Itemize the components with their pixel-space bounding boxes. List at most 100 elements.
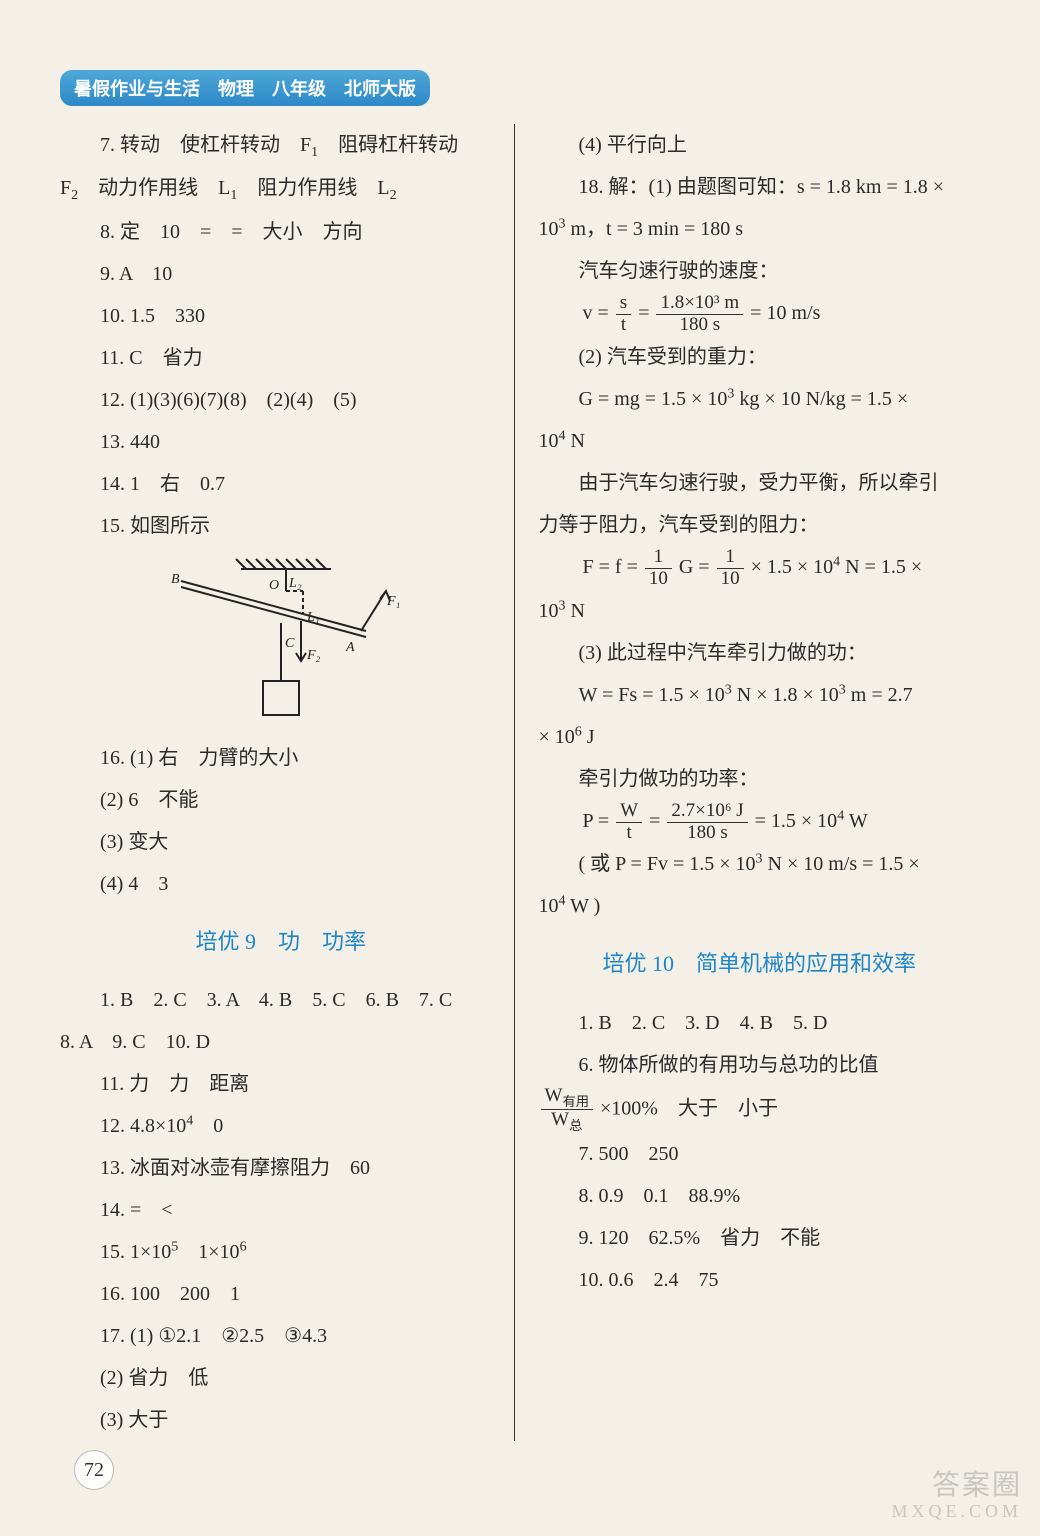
frac: 110 <box>717 547 744 590</box>
text: m，t = 3 min = 180 s <box>566 218 744 240</box>
section-10-title: 培优 10 简单机械的应用和效率 <box>539 941 981 987</box>
s9-q12: 12. 4.8×104 0 <box>60 1105 502 1147</box>
q17-4: (4) 平行向上 <box>539 124 981 166</box>
sup: 6 <box>240 1239 247 1254</box>
text: N × 10 m/s = 1.5 × <box>763 853 920 875</box>
s10-q9: 9. 120 62.5% 省力 不能 <box>539 1217 981 1259</box>
q18-P-label: 牵引力做功的功率： <box>539 758 981 800</box>
s9-q13: 13. 冰面对冰壶有摩擦阻力 60 <box>60 1147 502 1189</box>
text: J <box>582 726 595 748</box>
sup: 3 <box>725 682 732 697</box>
text: = 1.5 × 10 <box>755 810 838 832</box>
s9-q17-1: 17. (1) ①2.1 ②2.5 ③4.3 <box>60 1315 502 1357</box>
label-O: O <box>269 578 279 593</box>
label-L2: L₂ <box>288 576 302 591</box>
q18-2: (2) 汽车受到的重力： <box>539 336 981 378</box>
text: 0 <box>193 1115 223 1137</box>
q16-4: (4) 4 3 <box>60 863 502 905</box>
sub: 总 <box>569 1118 582 1133</box>
page: 暑假作业与生活 物理 八年级 北师大版 7. 转动 使杠杆转动 F1 阻碍杠杆转… <box>0 0 1040 1536</box>
s10-row1: 1. B 2. C 3. D 4. B 5. D <box>539 1002 981 1044</box>
q18-expl2: 力等于阻力，汽车受到的阻力： <box>539 504 981 546</box>
s10-q8: 8. 0.9 0.1 88.9% <box>539 1175 981 1217</box>
sup: 3 <box>839 682 846 697</box>
text: W <box>551 1109 569 1130</box>
text: F <box>60 177 71 199</box>
den: 10 <box>645 569 672 590</box>
num: 1.8×10³ m <box>656 293 743 315</box>
q10: 10. 1.5 330 <box>60 295 502 337</box>
text: N <box>566 430 585 452</box>
text: × 10 <box>539 726 575 748</box>
label-C: C <box>285 636 295 651</box>
frac-val: 1.8×10³ m180 s <box>656 293 743 336</box>
text: 12. 4.8×10 <box>100 1115 186 1137</box>
s9-q17-2: (2) 省力 低 <box>60 1357 502 1399</box>
q18-G: G = mg = 1.5 × 103 kg × 10 N/kg = 1.5 × <box>539 378 981 420</box>
q18-1a: 18. 解：(1) 由题图可知：s = 1.8 km = 1.8 × <box>539 166 981 208</box>
text: 15. 1×10 <box>100 1241 171 1263</box>
frac: Wt <box>616 801 642 844</box>
den: t <box>616 823 642 844</box>
q9: 9. A 10 <box>60 253 502 295</box>
den: W总 <box>541 1110 594 1133</box>
num: W <box>616 801 642 823</box>
text: ×100% 大于 小于 <box>600 1097 778 1119</box>
text: 10 <box>539 895 559 917</box>
text: G = <box>679 556 715 578</box>
text: N × 1.8 × 10 <box>732 684 839 706</box>
label-L1: L₁ <box>306 610 320 625</box>
num: 2.7×10⁶ J <box>667 801 747 823</box>
text: m = 2.7 <box>846 684 913 706</box>
text: × 1.5 × 10 <box>751 556 834 578</box>
den: 10 <box>717 569 744 590</box>
q18-alt2: 104 W ) <box>539 885 981 927</box>
text: kg × 10 N/kg = 1.5 × <box>734 388 908 410</box>
q15: 15. 如图所示 <box>60 505 502 547</box>
q18-G2: 104 N <box>539 420 981 462</box>
s9-q11: 11. 力 力 距离 <box>60 1063 502 1105</box>
text: W ) <box>566 895 601 917</box>
s10-q10: 10. 0.6 2.4 75 <box>539 1259 981 1301</box>
text: 动力作用线 L <box>78 177 230 199</box>
q16-2: (2) 6 不能 <box>60 779 502 821</box>
text: 阻力作用线 L <box>237 177 389 199</box>
label-F1: F₁ <box>386 594 400 609</box>
q8: 8. 定 10 = = 大小 方向 <box>60 211 502 253</box>
frac: 110 <box>645 547 672 590</box>
q7-line2: F2 动力作用线 L1 阻力作用线 L2 <box>60 167 502 210</box>
label-F2: F₂ <box>306 648 321 663</box>
text: W <box>844 810 868 832</box>
sub: 2 <box>390 188 397 203</box>
q11: 11. C 省力 <box>60 337 502 379</box>
q18-expl1: 由于汽车匀速行驶，受力平衡，所以牵引 <box>539 462 981 504</box>
text: 10 <box>539 218 559 240</box>
frac-eff: W有用 W总 <box>541 1086 594 1134</box>
text: G = mg = 1.5 × 10 <box>579 388 728 410</box>
text: = 10 m/s <box>750 302 820 324</box>
text: N = 1.5 × <box>840 556 922 578</box>
left-column: 7. 转动 使杠杆转动 F1 阻碍杠杆转动 F2 动力作用线 L1 阻力作用线 … <box>60 124 515 1441</box>
frac: 2.7×10⁶ J180 s <box>667 801 747 844</box>
text: W = Fs = 1.5 × 10 <box>579 684 725 706</box>
right-column: (4) 平行向上 18. 解：(1) 由题图可知：s = 1.8 km = 1.… <box>531 124 981 1441</box>
s9-q15: 15. 1×105 1×106 <box>60 1231 502 1273</box>
header-bar: 暑假作业与生活 物理 八年级 北师大版 <box>60 70 430 106</box>
text: 10 <box>539 430 559 452</box>
s10-q7: 7. 500 250 <box>539 1133 981 1175</box>
text: F = f = <box>583 556 643 578</box>
text: = <box>638 302 654 324</box>
s9-q16: 16. 100 200 1 <box>60 1273 502 1315</box>
eq-P: P = Wt = 2.7×10⁶ J180 s = 1.5 × 104 W <box>539 800 981 844</box>
sup: 4 <box>559 894 566 909</box>
text: = <box>649 810 665 832</box>
frac-s-t: st <box>616 293 631 336</box>
q18-speed-label: 汽车匀速行驶的速度： <box>539 250 981 292</box>
s9-q14: 14. = < <box>60 1189 502 1231</box>
q16-1: 16. (1) 右 力臂的大小 <box>60 737 502 779</box>
text: W <box>545 1085 563 1106</box>
text: ( 或 P = Fv = 1.5 × 10 <box>579 853 756 875</box>
den: 180 s <box>667 823 747 844</box>
q18-alt: ( 或 P = Fv = 1.5 × 103 N × 10 m/s = 1.5 … <box>539 843 981 885</box>
sup: 3 <box>559 598 566 613</box>
